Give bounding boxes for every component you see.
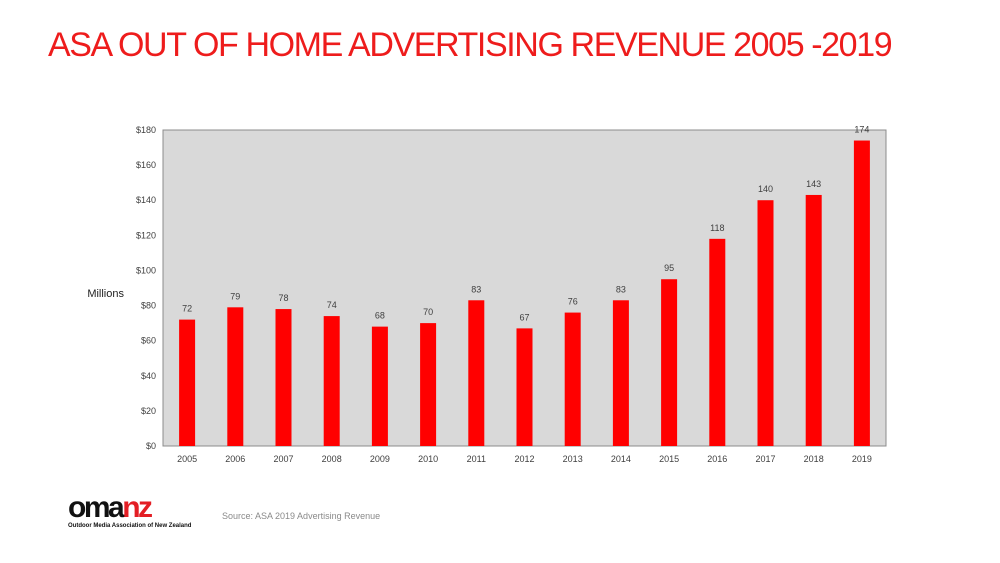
y-tick-label: $20 xyxy=(141,406,156,416)
x-tick-label: 2009 xyxy=(370,454,390,464)
data-labels: 72 79 78 74 68 70 83 67 76 83 95 118 140 143 174 xyxy=(182,125,869,323)
y-tick-label: $160 xyxy=(136,160,156,170)
x-tick-label: 2013 xyxy=(563,454,583,464)
data-label-2019: 174 xyxy=(854,125,869,135)
y-tick-label: $140 xyxy=(136,195,156,205)
logo-tagline: Outdoor Media Association of New Zealand xyxy=(68,523,192,529)
x-tick-label: 2007 xyxy=(273,454,293,464)
data-label-2010: 70 xyxy=(423,307,433,317)
data-label-2018: 143 xyxy=(806,179,821,189)
data-label-2015: 95 xyxy=(664,263,674,273)
data-label-2013: 76 xyxy=(568,297,578,307)
bar-2009 xyxy=(371,326,388,446)
bar-2007 xyxy=(275,309,292,446)
bar-series xyxy=(179,140,870,447)
y-axis-ticks: $0 $20 $40 $60 $80 $100 $120 $140 $160 $180 xyxy=(136,125,156,451)
y-tick-label: $180 xyxy=(136,125,156,135)
y-tick-label: $100 xyxy=(136,265,156,275)
data-label-2017: 140 xyxy=(758,184,773,194)
bar-2012 xyxy=(516,328,533,446)
data-label-2006: 79 xyxy=(230,291,240,301)
logo-word-part1: oma xyxy=(68,491,125,524)
data-label-2009: 68 xyxy=(375,311,385,321)
x-tick-label: 2005 xyxy=(177,454,197,464)
x-tick-label: 2008 xyxy=(322,454,342,464)
y-tick-label: $0 xyxy=(146,441,156,451)
bar-2011 xyxy=(468,300,485,446)
slide-title: ASA OUT OF HOME ADVERTISING REVENUE 2005… xyxy=(48,26,893,64)
x-tick-label: 2015 xyxy=(659,454,679,464)
bar-2018 xyxy=(805,194,822,446)
data-label-2005: 72 xyxy=(182,304,192,314)
bar-2005 xyxy=(179,319,196,446)
bar-2006 xyxy=(227,307,244,446)
x-axis-ticks: 2005 2006 2007 2008 2009 2010 2011 2012 2013 2014… xyxy=(177,454,872,464)
bar-2010 xyxy=(420,323,437,446)
y-axis-title: Millions xyxy=(87,288,124,300)
x-tick-label: 2012 xyxy=(514,454,534,464)
bar-2016 xyxy=(709,238,726,446)
data-label-2011: 83 xyxy=(471,284,481,294)
omanz-logo: omanz Outdoor Media Association of New Z… xyxy=(68,491,198,530)
bar-2015 xyxy=(661,279,678,446)
x-tick-label: 2016 xyxy=(707,454,727,464)
x-tick-label: 2011 xyxy=(467,454,486,464)
data-label-2014: 83 xyxy=(616,284,626,294)
y-tick-label: $80 xyxy=(141,301,156,311)
source-note: Source: ASA 2019 Advertising Revenue xyxy=(222,511,381,521)
bar-2017 xyxy=(757,200,774,446)
x-tick-label: 2010 xyxy=(418,454,438,464)
bar-2008 xyxy=(323,316,340,446)
x-tick-label: 2018 xyxy=(804,454,824,464)
x-tick-label: 2014 xyxy=(611,454,631,464)
logo-wordmark: omanz xyxy=(68,491,198,524)
y-tick-label: $40 xyxy=(141,371,156,381)
bar-2019 xyxy=(853,140,870,447)
x-tick-label: 2006 xyxy=(225,454,245,464)
data-label-2007: 78 xyxy=(278,293,288,303)
data-label-2012: 67 xyxy=(519,312,529,322)
x-tick-label: 2019 xyxy=(852,454,872,464)
data-label-2016: 118 xyxy=(710,223,724,233)
x-tick-label: 2017 xyxy=(755,454,775,464)
data-label-2008: 74 xyxy=(327,300,337,310)
logo-word-part2: nz xyxy=(122,491,153,524)
bar-2013 xyxy=(564,312,581,446)
y-tick-label: $120 xyxy=(136,230,156,240)
bar-2014 xyxy=(612,300,629,446)
y-tick-label: $60 xyxy=(141,336,156,346)
